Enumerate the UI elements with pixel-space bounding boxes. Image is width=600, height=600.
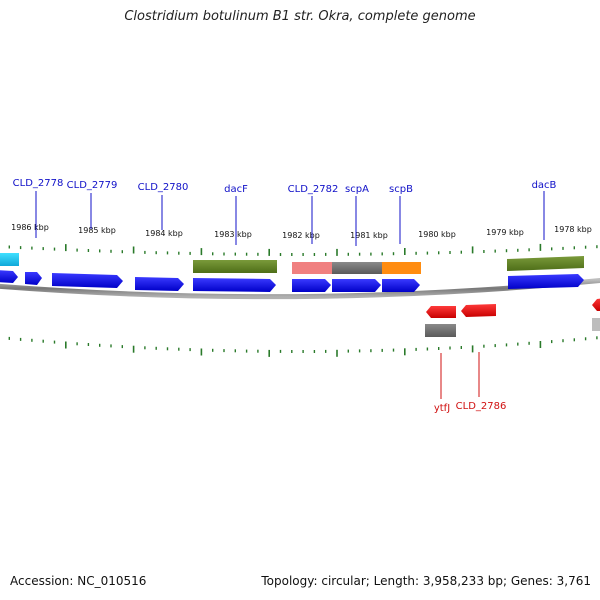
gene-label: CLD_2782 bbox=[288, 184, 339, 195]
gene-label: scpA bbox=[345, 184, 369, 195]
feature-track-lower bbox=[425, 318, 600, 337]
tick-label-1984: 1984 kbp bbox=[145, 229, 183, 238]
feature-block-ytfJ bbox=[425, 324, 456, 337]
tick-label-1981: 1981 kbp bbox=[350, 231, 388, 240]
gene-label: ytfJ bbox=[434, 403, 450, 414]
feature-block-dacB bbox=[507, 256, 584, 271]
gene-arrow-forward bbox=[292, 279, 331, 292]
bottom-gene-labels: ytfJ CLD_2786 bbox=[434, 401, 507, 414]
gene-label: CLD_2786 bbox=[456, 401, 507, 412]
gene-label: CLD_2779 bbox=[67, 180, 118, 191]
feature-block-cyan bbox=[0, 253, 19, 266]
tick-label-1980: 1980 kbp bbox=[418, 230, 456, 239]
accession-text: Accession: NC_010516 bbox=[10, 574, 147, 588]
gene-arrow-reverse bbox=[592, 298, 600, 311]
feature-block-grey bbox=[592, 318, 600, 331]
tick-label-1985: 1985 kbp bbox=[78, 226, 116, 235]
gene-arrow-forward bbox=[193, 278, 276, 292]
gene-arrow-reverse bbox=[426, 306, 456, 318]
top-gene-labels: CLD_2778 CLD_2779 CLD_2780 dacF CLD_2782… bbox=[13, 178, 557, 195]
lower-tick-track bbox=[8, 336, 598, 357]
top-label-leaders bbox=[35, 191, 545, 246]
gene-arrow-forward bbox=[135, 277, 184, 291]
axis-tick-labels: 1986 kbp 1985 kbp 1984 kbp 1983 kbp 1982… bbox=[11, 223, 592, 240]
tick-label-1986: 1986 kbp bbox=[11, 223, 49, 232]
gene-arrow-forward bbox=[0, 270, 18, 283]
feature-block-dacF bbox=[193, 260, 277, 273]
feature-block-scpB bbox=[382, 262, 421, 274]
feature-block-CLD_2782 bbox=[292, 262, 332, 274]
gene-arrow-forward bbox=[25, 272, 42, 285]
gene-arrow-forward bbox=[52, 273, 123, 288]
gene-label: scpB bbox=[389, 184, 413, 195]
forward-strand-genes bbox=[0, 270, 584, 292]
gene-label: dacB bbox=[532, 180, 557, 191]
gene-arrow-forward bbox=[508, 274, 584, 289]
tick-label-1983: 1983 kbp bbox=[214, 230, 252, 239]
gene-label: CLD_2780 bbox=[138, 182, 189, 193]
tick-label-1978: 1978 kbp bbox=[554, 225, 592, 234]
gene-arrow-reverse bbox=[461, 304, 496, 317]
feature-block-scpA bbox=[332, 262, 382, 274]
gene-label: CLD_2778 bbox=[13, 178, 64, 189]
bottom-label-leaders bbox=[440, 352, 480, 399]
feature-track-upper bbox=[0, 253, 584, 274]
gene-label: dacF bbox=[224, 184, 248, 195]
genome-summary-text: Topology: circular; Length: 3,958,233 bp… bbox=[261, 574, 591, 588]
reverse-strand-genes bbox=[426, 298, 600, 318]
upper-tick-track bbox=[8, 243, 598, 256]
genome-title: Clostridium botulinum B1 str. Okra, comp… bbox=[124, 9, 476, 24]
tick-label-1979: 1979 kbp bbox=[486, 228, 524, 237]
gene-arrow-forward bbox=[332, 279, 381, 292]
tick-label-1982: 1982 kbp bbox=[282, 231, 320, 240]
gene-arrow-forward bbox=[382, 279, 420, 292]
